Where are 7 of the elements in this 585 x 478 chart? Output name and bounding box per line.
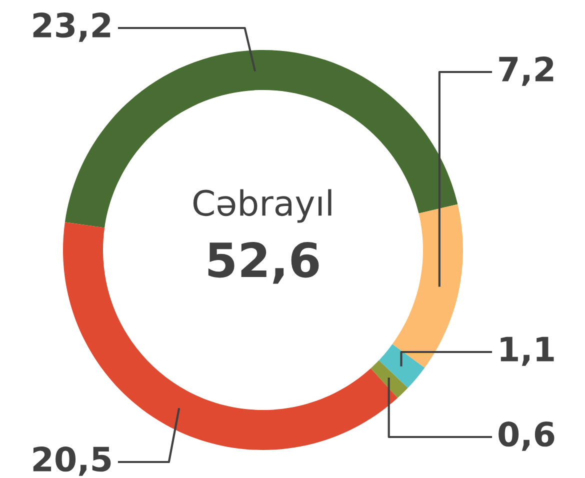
data-label: 7,2 xyxy=(499,56,554,86)
text: 52,6 xyxy=(208,242,319,284)
data-label: 1,1 xyxy=(500,336,554,366)
data-label: 23,2 xyxy=(33,12,110,42)
data-label: 20,5 xyxy=(33,446,111,476)
text: Cəbrayıl xyxy=(193,189,332,223)
data-label: 0,6 xyxy=(498,421,554,451)
